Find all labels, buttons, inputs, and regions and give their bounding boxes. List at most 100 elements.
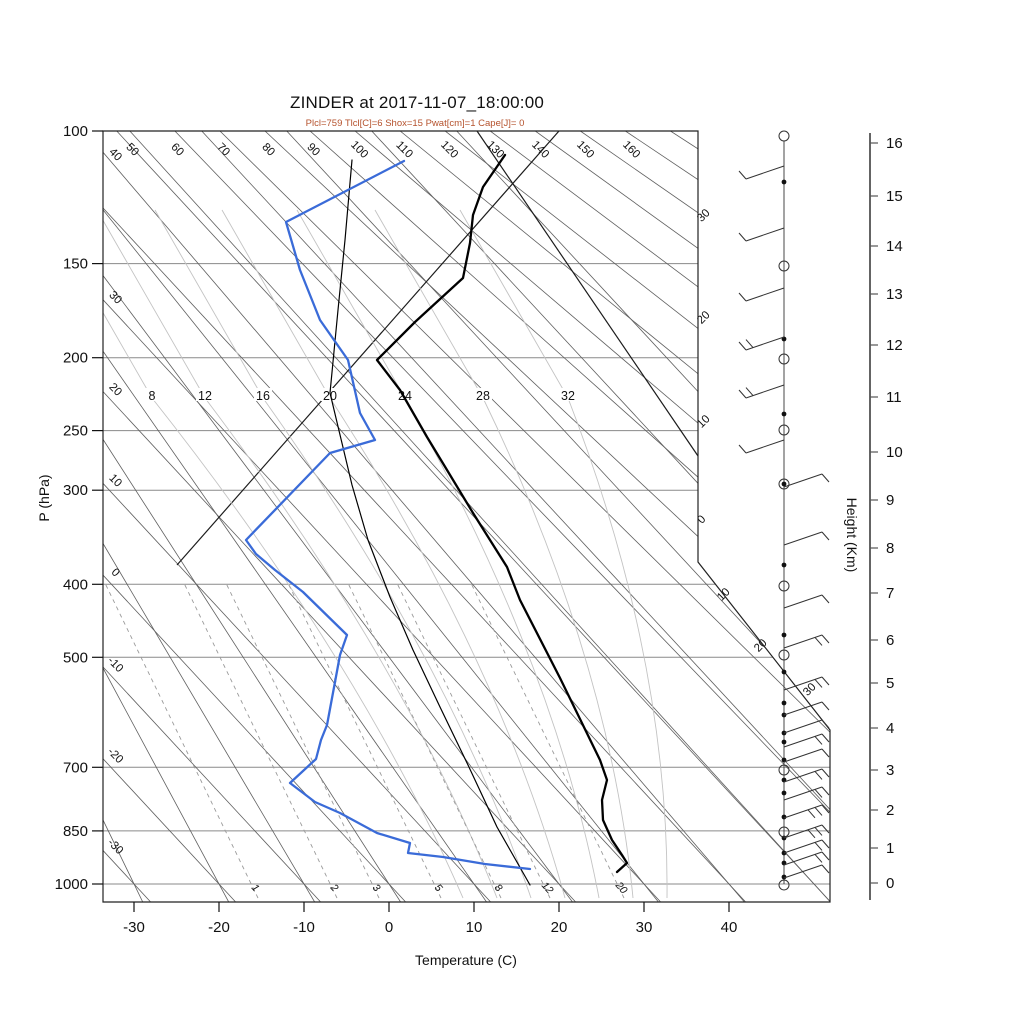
right-axis-title: Height (Km) xyxy=(844,497,860,573)
wind-barb-tick xyxy=(814,854,823,863)
wind-barb-tick xyxy=(738,170,747,180)
pressure-axis: 100 150 200 250 300 400 500 700 850 1000 xyxy=(55,123,103,893)
wind-barb-shaft xyxy=(745,165,785,180)
pressure-tick-label: 850 xyxy=(63,823,88,840)
adiabat-label-top: 50 xyxy=(123,141,141,159)
isotherm-label-left: -30 xyxy=(105,837,125,857)
wind-barb-tick xyxy=(821,839,830,849)
wind-barb-tick xyxy=(807,809,816,819)
wind-barb-tick xyxy=(821,531,830,541)
wind-barb-shaft xyxy=(783,719,823,734)
wind-barb-shaft xyxy=(745,439,785,454)
wind-barb-shaft xyxy=(745,384,785,399)
sounding-indices-line: Plcl=759 Tlcl[C]=6 Shox=15 Pwat[cm]=1 Ca… xyxy=(305,118,525,129)
height-tick-label: 2 xyxy=(886,802,894,819)
isotherm-label-left: 0 xyxy=(109,566,122,579)
isotherm-label-left: 20 xyxy=(106,381,124,399)
wind-barb-tick xyxy=(738,389,747,399)
wind-barb-tick xyxy=(807,829,816,839)
level-dot xyxy=(781,562,787,568)
height-tick-label: 6 xyxy=(886,632,894,649)
wind-barb-tick xyxy=(745,339,754,348)
wind-barb-tick xyxy=(821,824,830,834)
pressure-tick-label: 300 xyxy=(63,482,88,499)
wind-barb-tick xyxy=(821,701,830,711)
mixing-ratio-label: 12 xyxy=(539,880,556,897)
wind-barb-shaft xyxy=(783,768,823,783)
adiabat-label-top: 60 xyxy=(168,141,186,159)
adiabat-label-top: 120 xyxy=(438,139,460,161)
wind-barb-shaft xyxy=(783,701,823,716)
wind-barb-tick xyxy=(821,748,830,758)
moist-adiabat-label: 20 xyxy=(323,389,337,403)
wind-barb-shaft xyxy=(783,473,823,488)
temperature-profile xyxy=(375,153,629,874)
wind-barb-tick xyxy=(738,232,747,242)
height-tick-label: 14 xyxy=(886,238,903,255)
wind-barb-shaft xyxy=(783,864,823,879)
wind-barb-tick xyxy=(821,733,830,743)
wind-barb-tick xyxy=(745,387,754,396)
wind-barb-tick xyxy=(821,786,830,796)
page-title: ZINDER at 2017-11-07_18:00:00 xyxy=(289,93,545,112)
level-bullseye-dot xyxy=(781,481,787,487)
level-dot xyxy=(781,179,787,185)
height-tick-label: 7 xyxy=(886,585,894,602)
level-circle xyxy=(778,649,790,661)
wind-barb-shaft xyxy=(783,851,823,866)
wind-barb-tick xyxy=(821,768,830,778)
wind-barb-column xyxy=(738,130,830,891)
wind-barb-shaft xyxy=(745,227,785,242)
isotherm-label-left: 30 xyxy=(106,289,124,307)
moist-adiabat-label: 8 xyxy=(149,389,156,403)
height-tick-label: 16 xyxy=(886,135,903,152)
height-tick-label: 10 xyxy=(886,444,903,461)
wind-barb-tick xyxy=(814,842,823,851)
dry-adiabat-lines xyxy=(103,131,830,902)
adiabat-label-step: 20 xyxy=(752,637,770,655)
dewpoint-profile xyxy=(244,159,532,871)
wind-barb-shaft xyxy=(783,531,823,546)
height-tick-label: 13 xyxy=(886,286,903,303)
wind-barb-tick xyxy=(814,807,823,816)
pressure-tick-label: 150 xyxy=(63,256,88,273)
moist-label-halo xyxy=(474,388,492,401)
mixing-ratio-label: 2 xyxy=(327,881,341,894)
adiabat-label-top: 90 xyxy=(304,141,322,159)
temperature-tick-label: 20 xyxy=(551,919,568,936)
wind-barb-tick xyxy=(821,473,830,483)
height-tick-label: 15 xyxy=(886,188,903,205)
wind-barb-shaft xyxy=(783,676,823,691)
wind-barb-tick xyxy=(814,789,823,798)
level-circle xyxy=(778,826,790,838)
level-circle xyxy=(778,130,790,142)
height-tick-label: 0 xyxy=(886,875,894,892)
wind-barb-tick xyxy=(738,292,747,302)
level-dot xyxy=(781,669,787,675)
wind-barb-shaft xyxy=(783,748,823,763)
wind-barb-tick xyxy=(821,851,830,861)
level-dot xyxy=(781,700,787,706)
temperature-tick-label: -20 xyxy=(208,919,230,936)
wind-barb-shaft xyxy=(783,824,823,839)
height-tick-label: 8 xyxy=(886,540,894,557)
level-circle xyxy=(778,260,790,272)
adiabat-label-top: 140 xyxy=(529,139,551,161)
mixing-ratio-lines xyxy=(105,583,625,899)
adiabat-label-top: 100 xyxy=(348,139,370,161)
wind-barb-tick xyxy=(738,444,747,454)
pressure-tick-label: 250 xyxy=(63,423,88,440)
isotherm-label-left: -20 xyxy=(105,746,125,766)
isotherm-label-left: 10 xyxy=(106,472,124,490)
wind-barb-tick xyxy=(821,594,830,604)
moist-adiabat-label: 28 xyxy=(476,389,490,403)
moist-adiabat-lines xyxy=(103,209,668,899)
temperature-tick-label: -30 xyxy=(123,919,145,936)
height-tick-label: 1 xyxy=(886,840,894,857)
level-dot xyxy=(781,632,787,638)
level-circle xyxy=(778,580,790,592)
